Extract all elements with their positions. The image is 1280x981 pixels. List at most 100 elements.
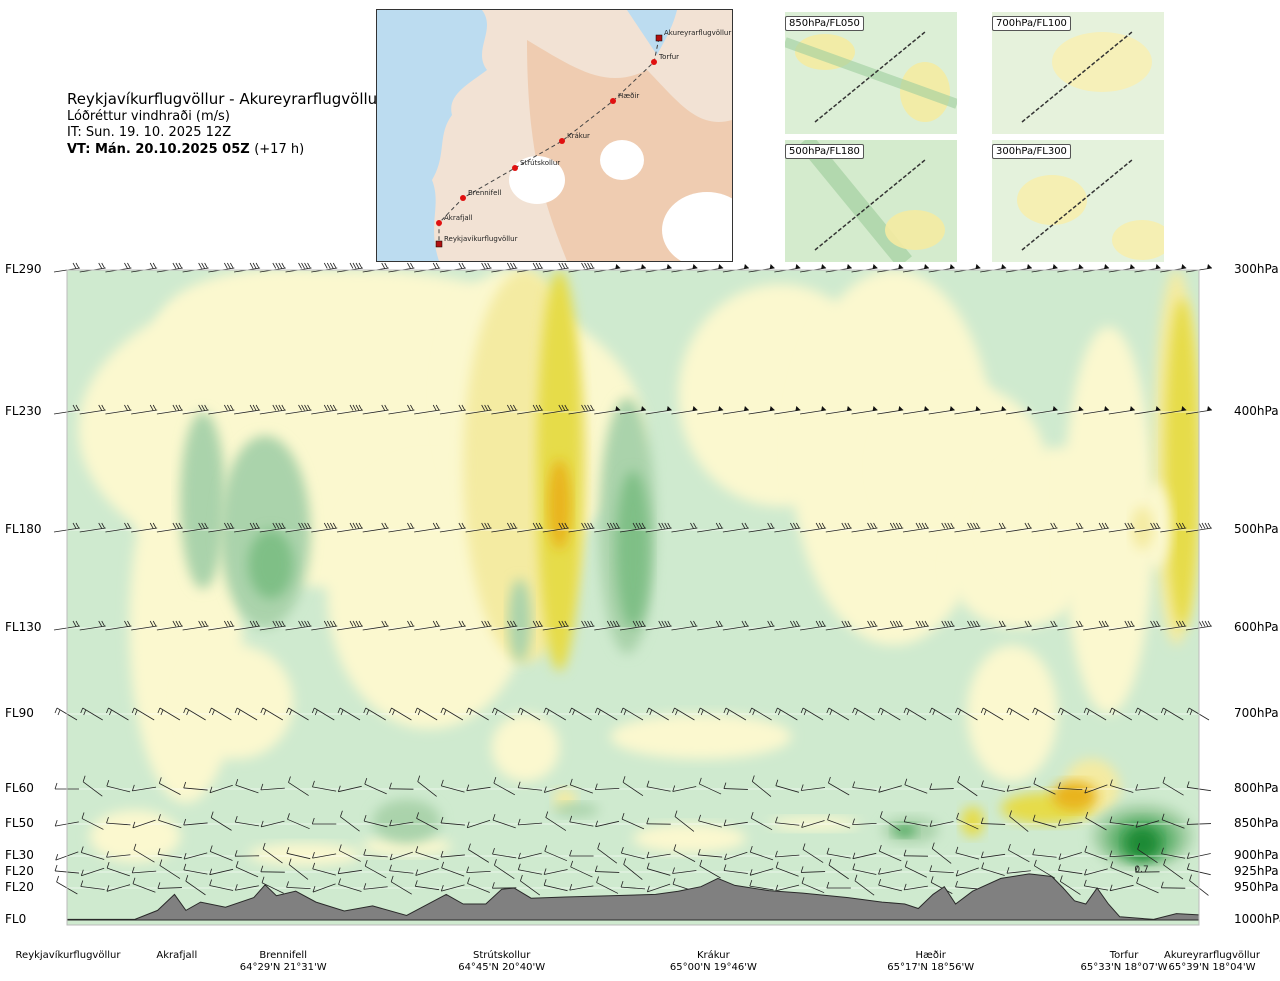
- wind-barb: [1083, 522, 1110, 533]
- wind-barb: [1058, 864, 1083, 875]
- wind-barb: [209, 879, 234, 891]
- wind-barb: [336, 620, 364, 631]
- wind-barb: [389, 819, 414, 827]
- wind-barb: [828, 858, 849, 880]
- pressure-tick: 500hPa: [1234, 522, 1279, 536]
- wind-barb: [955, 846, 980, 860]
- wind-barb: [800, 784, 826, 791]
- wind-barb: [336, 522, 364, 533]
- wind-barb: [877, 620, 904, 631]
- flight-level-tick: FL30: [5, 848, 34, 862]
- flight-level-tick: FL50: [5, 816, 34, 830]
- lead-time: (+17 h): [254, 142, 305, 157]
- wind-barb: [79, 620, 106, 631]
- wind-barb: [132, 877, 156, 893]
- wind-barb: [723, 864, 748, 874]
- map-point-label: Hæðir: [618, 92, 639, 100]
- wind-barb: [259, 522, 286, 533]
- wind-barb: [673, 844, 696, 862]
- wind-barb: [750, 812, 773, 831]
- wind-barb: [619, 406, 647, 415]
- wind-barb: [159, 859, 181, 879]
- valid-prefix: VT:: [67, 142, 91, 157]
- wind-barb: [568, 404, 595, 415]
- station-label: Torfur 65°33'N 18°07'W: [1081, 950, 1168, 974]
- wind-barb: [698, 814, 722, 828]
- route-title: Reykjavíkurflugvöllur - Akureyrarflugvöl…: [67, 90, 384, 108]
- level-map-500-label: 500hPa/FL180: [785, 144, 864, 159]
- wind-barb: [878, 785, 902, 793]
- velocity-contour: [180, 645, 294, 759]
- wind-barb: [389, 782, 414, 790]
- wind-barb: [646, 817, 671, 825]
- wind-barb: [388, 522, 415, 533]
- wind-barb: [1006, 785, 1031, 792]
- wind-barb: [439, 404, 466, 415]
- flight-level-tick: FL130: [5, 620, 42, 634]
- wind-barb: [697, 848, 723, 858]
- wind-barb: [262, 842, 283, 864]
- wind-barb: [981, 862, 1005, 876]
- airport-marker: [655, 34, 663, 42]
- wind-barb: [568, 522, 595, 533]
- wind-barb: [929, 707, 952, 721]
- velocity-contour: [89, 810, 181, 863]
- station-label: Krákur 65°00'N 19°46'W: [670, 950, 757, 974]
- wind-barb: [494, 859, 515, 880]
- wind-barb: [1160, 707, 1184, 721]
- level-map-700: 700hPa/FL100: [992, 12, 1164, 134]
- wind-barb: [336, 404, 364, 415]
- wind-barb: [517, 522, 544, 533]
- wind-barb: [493, 777, 516, 796]
- wind-barb: [465, 522, 492, 533]
- station-name: Akureyrarflugvöllur: [1163, 950, 1261, 961]
- wind-barb: [414, 522, 441, 533]
- wind-barb: [751, 775, 772, 797]
- wind-barb: [80, 707, 103, 721]
- wind-barb: [234, 850, 260, 857]
- wind-barb: [1058, 782, 1083, 791]
- wind-barb: [827, 813, 851, 829]
- wind-barb: [619, 620, 647, 631]
- wind-barb: [723, 782, 748, 790]
- flight-level-tick: FL20: [5, 880, 34, 894]
- wind-barb: [954, 406, 981, 415]
- wind-barb: [261, 876, 284, 894]
- wind-barb: [1109, 816, 1134, 826]
- map-point-label: Strútskollur: [520, 159, 560, 167]
- wind-barb: [1162, 776, 1184, 796]
- wind-barb: [620, 846, 645, 860]
- pressure-tick: 800hPa: [1234, 781, 1279, 795]
- wind-barb: [800, 866, 826, 873]
- wind-barb: [338, 878, 362, 892]
- wind-barb: [465, 620, 492, 631]
- wind-barb: [157, 848, 182, 859]
- level-map-500: 500hPa/FL180: [785, 140, 957, 262]
- wind-barb: [826, 847, 851, 859]
- wind-barb: [440, 816, 465, 826]
- level-map-700-svg: [992, 12, 1164, 134]
- wind-barb: [955, 707, 978, 721]
- wind-barb: [724, 851, 748, 861]
- wind-barb: [980, 817, 1006, 825]
- wind-barb: [1137, 843, 1158, 864]
- wind-barb: [722, 406, 749, 415]
- wind-barb: [183, 707, 206, 721]
- velocity-contour: [248, 530, 294, 599]
- wind-barb: [105, 620, 132, 631]
- wind-barb: [209, 868, 234, 876]
- velocity-contour: [548, 459, 571, 550]
- wind-barb: [1057, 522, 1084, 533]
- wind-barb: [800, 522, 827, 533]
- wind-barb: [570, 860, 593, 878]
- wind-barb: [1006, 867, 1031, 874]
- wind-barb: [903, 815, 928, 827]
- flight-level-tick: FL20: [5, 864, 34, 878]
- wind-barb: [854, 874, 875, 896]
- pressure-tick: 300hPa: [1234, 262, 1279, 276]
- valid-time-line: VT: Mán. 20.10.2025 05Z (+17 h): [67, 141, 383, 158]
- wind-barb: [826, 707, 850, 721]
- wind-barb: [286, 707, 309, 721]
- wind-barb: [877, 522, 904, 533]
- wind-barb: [1136, 876, 1159, 894]
